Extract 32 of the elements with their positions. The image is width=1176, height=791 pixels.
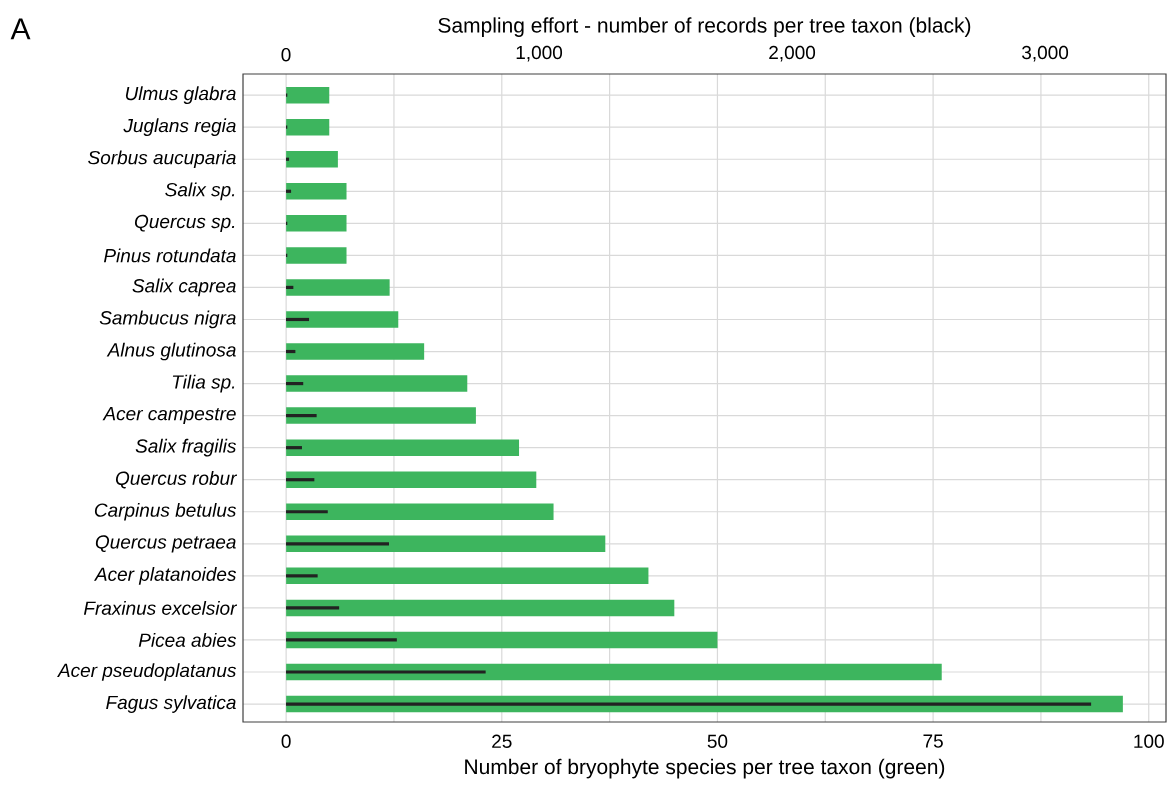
y-tick-label: Alnus glutinosa: [106, 342, 236, 361]
y-tick-label: Salix fragilis: [135, 438, 237, 457]
x-tick-label: 75: [923, 734, 943, 748]
y-tick-label: Acer campestre: [102, 407, 236, 425]
y-tick-label: Quercus sp.: [134, 214, 235, 232]
x-tick-label: 0: [281, 734, 291, 748]
x2-tick-label: 3,000: [1022, 45, 1069, 62]
x2-tick-label: 2,000: [769, 45, 816, 62]
x-tick-label: 50: [707, 734, 728, 748]
y-tick-label: Picea abies: [138, 632, 237, 647]
x-tick-label: 25: [492, 734, 512, 748]
y-tick-label: Tilia sp.: [172, 374, 235, 393]
y-tick-label: Acer platanoides: [93, 567, 237, 585]
x2-axis-title: Sampling effort - number of records per tree taxon (black): [438, 17, 971, 37]
y-tick-label: Salix sp.: [165, 182, 235, 201]
y-tick-label: Juglans regia: [123, 118, 236, 137]
y-tick-label: Salix caprea: [132, 278, 236, 297]
text: A: [10, 18, 31, 40]
y-tick-label: Sambucus nigra: [99, 310, 236, 329]
x-tick-label: 100: [1134, 734, 1164, 748]
y-tick-label: Fraxinus excelsior: [83, 600, 238, 615]
x-axis-title: Number of bryophyte species per tree taxon (green): [465, 758, 945, 779]
y-tick-label: Fagus sylvatica: [106, 695, 236, 713]
y-tick-label: Acer pseudoplatanus: [57, 663, 237, 681]
y-tick-label: Carpinus betulus: [94, 502, 237, 521]
y-tick-label: Quercus robur: [115, 471, 238, 489]
y-tick-label: Ulmus glabra: [125, 86, 236, 104]
y-tick-label: Quercus petraea: [95, 535, 236, 553]
x2-tick-label: 1,000: [516, 45, 563, 62]
x2-tick-label: 0: [281, 48, 291, 62]
y-tick-label: Sorbus aucuparia: [88, 150, 236, 169]
y-tick-label: Pinus rotundata: [103, 248, 236, 263]
